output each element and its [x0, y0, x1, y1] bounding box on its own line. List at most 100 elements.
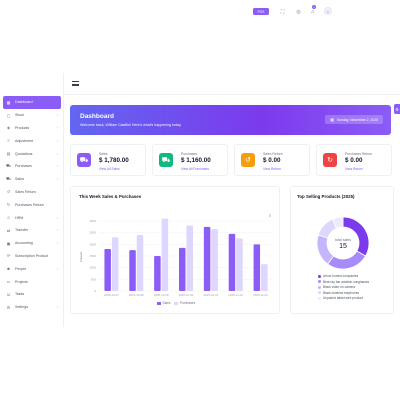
top-products-card: Top Selling Products (2025) total sales … [290, 186, 394, 314]
bar-purchases[interactable] [211, 229, 218, 291]
sidebar-item-dashboard[interactable]: ▦ Dashboard [3, 96, 61, 109]
sidebar-item-people[interactable]: ☻ People › [3, 262, 61, 275]
y-tick-label: 3000 [89, 219, 96, 223]
legend-label-purchases[interactable]: Purchases [179, 301, 196, 305]
bar-sales[interactable] [154, 256, 161, 291]
stat-card: ↻ Purchases Return $ 0.00 View Return [316, 144, 392, 176]
bar-purchases[interactable] [161, 218, 169, 291]
stat-value: $ 1,160.00 [181, 157, 211, 164]
people-icon: ☻ [6, 266, 11, 272]
sidebar-item-adjustment[interactable]: ≡ Adjustment › [3, 134, 61, 147]
stat-label: Purchases [181, 152, 198, 156]
gear-icon: ⚙ [6, 304, 11, 310]
stat-link[interactable]: View Return [263, 167, 281, 171]
chevron-right-icon: › [56, 113, 58, 118]
legend-dot [318, 274, 321, 278]
wallet-icon: ▣ [6, 240, 11, 246]
document-icon: ▤ [6, 151, 11, 157]
sidebar-item-label: Sales Return [15, 189, 36, 194]
sidebar-item-projects[interactable]: ▭ Projects [3, 275, 61, 288]
tag-icon: ◈ [6, 125, 11, 131]
donut-legend-label: Beat ray bar aviation sunglasses [323, 279, 370, 284]
sidebar-nav: ▦ Dashboard ▢ Stock › ◈ Products › ≡ Adjustment › ▤… [3, 96, 61, 314]
sidebar-item-stock[interactable]: ▢ Stock › [3, 109, 61, 122]
sidebar-item-label: Tasks [15, 292, 25, 297]
legend-swatch-purchases [174, 301, 179, 305]
sidebar-item-hrm[interactable]: ☺ HRM › [3, 211, 61, 224]
sidebar-item-label: Accounting [15, 241, 33, 246]
donut-legend-label: Arrow honest companies [323, 274, 359, 278]
bar-purchases[interactable] [136, 235, 144, 291]
donut-legend-item[interactable]: Unpaired tablet wire product [318, 296, 363, 300]
chevron-right-icon: › [56, 125, 58, 130]
bar-sales[interactable] [253, 244, 261, 291]
sidebar-item-settings[interactable]: ⚙ Settings › [3, 301, 61, 314]
sidebar-item-sales[interactable]: ⛟ Sales › [3, 173, 61, 186]
sliders-icon: ≡ [7, 138, 10, 144]
donut-legend-item[interactable]: Arrow honest companies [318, 274, 358, 278]
bar-sales[interactable] [203, 226, 211, 291]
weekly-chart-legend: Sales Purchases [157, 301, 195, 305]
sidebar-item-products[interactable]: ◈ Products › [3, 122, 61, 135]
language-icon[interactable]: ◎ [296, 8, 301, 15]
stat-card: ⛟ Sales $ 1,780.00 View All Sales [70, 144, 146, 176]
sidebar-item-subscription-product[interactable]: ⟳ Subscription Product [3, 250, 61, 263]
sidebar-item-accounting[interactable]: ▣ Accounting › [3, 237, 61, 250]
chevron-right-icon: › [56, 177, 58, 182]
sidebar-item-purchases-return[interactable]: ↻ Purchases Return [3, 198, 61, 211]
stat-value: $ 0.00 [263, 157, 281, 164]
chart-menu-icon[interactable]: ≡ [269, 213, 272, 218]
donut-legend-item[interactable]: Black wireless earphones [318, 291, 359, 295]
sidebar-item-transfer[interactable]: ⇄ Transfer › [3, 224, 61, 237]
fullscreen-icon[interactable]: ⛶ [280, 8, 285, 15]
sidebar-item-label: Subscription Product [15, 253, 49, 258]
sidebar-item-label: Quotations [15, 151, 33, 156]
pos-button[interactable]: POS [253, 8, 269, 15]
y-tick-label: 2500 [89, 231, 96, 235]
chevron-right-icon: › [56, 164, 58, 169]
notification-badge: 1 [312, 5, 316, 9]
bar-sales[interactable] [228, 233, 236, 291]
weekly-chart-card: This Week Sales & Purchases ≡ 0 500 1000 15… [70, 186, 280, 314]
sidebar-item-tasks[interactable]: ☑ Tasks [3, 288, 61, 301]
chevron-right-icon: › [56, 266, 58, 271]
bar-sales[interactable] [104, 249, 111, 291]
donut-legend-item[interactable]: Beat ray bar aviation sunglasses [318, 280, 369, 284]
chevron-right-icon: › [56, 241, 58, 246]
pos-button-label: POS [257, 9, 265, 14]
x-tick-label: 2025-10-28 [129, 293, 144, 297]
y-tick-label: 2000 [89, 242, 96, 246]
sidebar-item-quotations[interactable]: ▤ Quotations › [3, 147, 61, 160]
donut-slice[interactable] [342, 216, 370, 257]
bell-icon[interactable]: ♫ [310, 8, 315, 15]
stat-link[interactable]: View All Purchases [181, 167, 209, 171]
donut-legend-item[interactable]: Black video on camera [318, 285, 355, 289]
legend-label-sales[interactable]: Sales [162, 301, 171, 305]
bar-purchases[interactable] [111, 237, 119, 291]
hamburger-menu-icon[interactable] [72, 81, 79, 86]
y-tick-label: 1000 [89, 266, 96, 270]
bar-purchases[interactable] [261, 264, 268, 291]
stat-link[interactable]: View Return [345, 167, 363, 171]
bar-purchases[interactable] [186, 225, 194, 291]
customizer-gear-icon[interactable]: ⚙ [394, 104, 400, 114]
sidebar-item-label: Purchases Return [15, 202, 44, 207]
sidebar-item-label: Stock [15, 113, 24, 118]
user-avatar[interactable]: ☺ [324, 7, 332, 15]
sidebar [0, 73, 64, 327]
donut-legend-label: Black video on camera [323, 285, 356, 289]
donut-slice[interactable] [331, 216, 344, 229]
donut-slice[interactable] [327, 250, 367, 270]
sidebar-item-label: Products [15, 125, 30, 130]
x-tick-label: 2025-10-29 [154, 293, 169, 297]
stat-link[interactable]: View All Sales [99, 167, 120, 171]
welcome-banner: Dashboard Welcome back, William Castillo… [70, 105, 391, 135]
sidebar-item-sales-return[interactable]: ↺ Sales Return [3, 186, 61, 199]
bar-sales[interactable] [179, 247, 186, 291]
grid-icon: ▦ [6, 99, 11, 105]
stat-label: Sales Return [263, 152, 283, 156]
bar-sales[interactable] [129, 250, 136, 291]
top-products-donut-chart [316, 216, 370, 270]
sidebar-item-purchases[interactable]: ⛟ Purchases › [3, 160, 61, 173]
bar-purchases[interactable] [236, 238, 243, 292]
